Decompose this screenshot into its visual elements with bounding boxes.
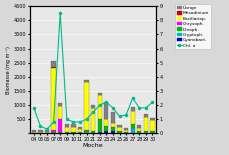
Bar [51, 68, 55, 130]
Bar [143, 114, 147, 117]
Bar [104, 119, 108, 126]
Bar [117, 125, 121, 127]
Bar [77, 129, 82, 132]
Bar [104, 102, 108, 119]
Bar [97, 132, 101, 133]
Bar [71, 127, 75, 132]
Bar [84, 132, 88, 133]
Bar [32, 132, 36, 133]
Bar [58, 132, 62, 133]
Bar [58, 119, 62, 132]
Bar [104, 126, 108, 131]
X-axis label: Moche: Moche [82, 143, 103, 148]
Bar [91, 108, 95, 131]
Bar [45, 130, 49, 132]
Bar [71, 124, 75, 127]
Bar [84, 131, 88, 132]
Bar [77, 127, 82, 129]
Bar [97, 119, 101, 132]
Bar [32, 130, 36, 132]
Bar [110, 123, 114, 127]
Bar [130, 107, 134, 111]
Bar [110, 127, 114, 131]
Bar [51, 67, 55, 68]
Bar [97, 93, 101, 95]
Bar [130, 124, 134, 128]
Bar [130, 111, 134, 124]
Bar [64, 124, 69, 126]
Bar [91, 131, 95, 133]
Bar [123, 130, 128, 132]
Bar [117, 127, 121, 131]
Bar [104, 131, 108, 133]
Bar [51, 61, 55, 67]
Bar [136, 131, 141, 133]
Bar [136, 128, 141, 131]
Bar [64, 132, 69, 133]
Bar [143, 117, 147, 131]
Bar [130, 128, 134, 133]
Bar [45, 132, 49, 133]
Bar [84, 80, 88, 82]
Bar [38, 132, 42, 133]
Bar [38, 130, 42, 132]
Bar [64, 126, 69, 132]
Bar [51, 132, 55, 133]
Bar [91, 105, 95, 108]
Bar [77, 132, 82, 133]
Bar [58, 103, 62, 106]
Bar [51, 130, 55, 132]
Bar [58, 106, 62, 119]
Bar [123, 132, 128, 133]
Legend: Übrige, Mesodinium, Bacillariop., Chrysoph., Dinoph., Cryptoph., Cyanobact., Chl: Übrige, Mesodinium, Bacillariop., Chryso… [175, 4, 210, 49]
Bar [150, 131, 154, 133]
Bar [123, 128, 128, 130]
Bar [143, 131, 147, 133]
Bar [150, 120, 154, 131]
Bar [110, 131, 114, 133]
Bar [84, 82, 88, 131]
Y-axis label: Biomasse (mg m⁻³): Biomasse (mg m⁻³) [6, 46, 11, 94]
Bar [97, 95, 101, 119]
Bar [136, 125, 141, 128]
Bar [110, 112, 114, 123]
Bar [150, 118, 154, 120]
Bar [117, 131, 121, 133]
Bar [71, 132, 75, 133]
